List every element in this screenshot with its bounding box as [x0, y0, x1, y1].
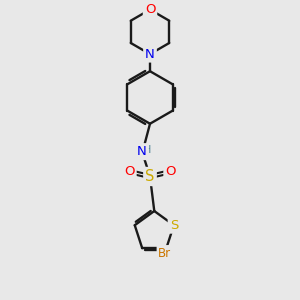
- Text: N: N: [137, 145, 147, 158]
- Text: S: S: [169, 219, 178, 232]
- Text: Br: Br: [158, 247, 172, 260]
- Text: S: S: [145, 169, 155, 184]
- Text: O: O: [145, 3, 155, 16]
- Text: H: H: [143, 145, 152, 155]
- Text: O: O: [165, 165, 176, 178]
- Text: O: O: [124, 165, 135, 178]
- Text: N: N: [145, 48, 155, 61]
